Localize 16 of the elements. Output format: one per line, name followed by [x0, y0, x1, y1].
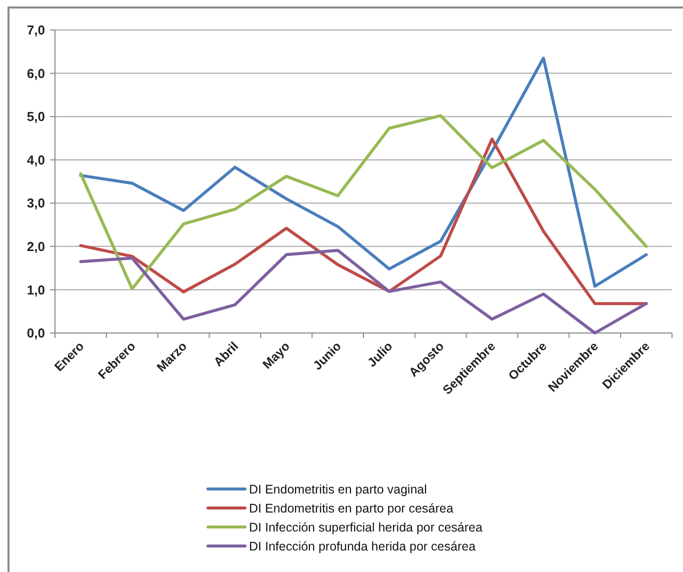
line-series	[79, 56, 648, 288]
legend-label: DI Endometritis en parto vaginal	[249, 482, 427, 496]
y-tick-label: 6,0	[26, 66, 45, 81]
line-series	[79, 248, 648, 334]
y-tick-label: 2,0	[26, 238, 45, 254]
line-series	[79, 138, 648, 306]
y-tick-label: 3,0	[26, 196, 45, 211]
line-series	[79, 114, 648, 290]
y-tick-label: 1,0	[26, 282, 45, 298]
y-tick-label: 4,0	[26, 152, 45, 168]
y-tick-label: 5,0	[26, 109, 45, 124]
legend-label: DI Infección profunda herida por cesárea	[249, 539, 476, 554]
y-tick-label: 7,0	[26, 22, 45, 38]
y-tick-label: 0,0	[26, 326, 45, 341]
legend-label: DI Endometritis en parto por cesárea	[249, 501, 454, 516]
legend-label: DI Infección superficial herida por cesárea	[249, 520, 482, 534]
